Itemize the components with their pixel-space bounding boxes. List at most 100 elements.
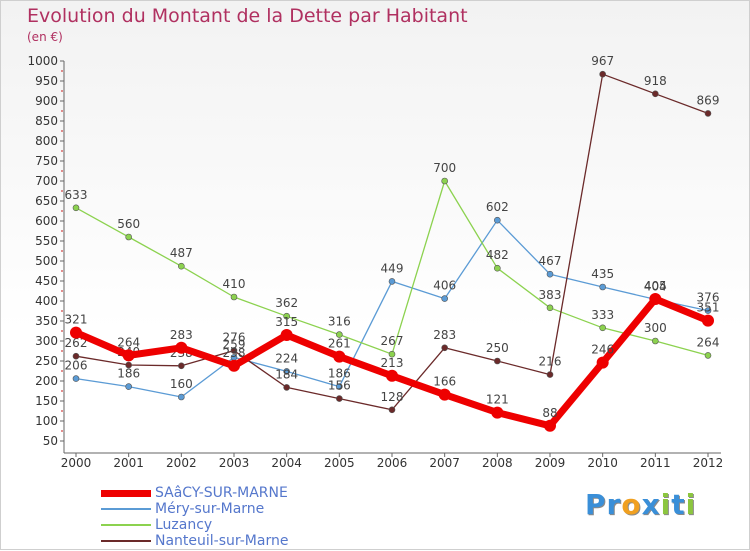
data-point	[441, 295, 448, 302]
y-tick-label: 750	[35, 154, 58, 168]
data-point	[702, 314, 714, 327]
data-label: 283	[170, 328, 193, 342]
y-minor-dot	[61, 310, 63, 312]
x-tick-label: 2010	[587, 456, 618, 470]
logo-letter: x	[641, 488, 661, 521]
data-label: 376	[697, 291, 720, 305]
data-label: 383	[539, 288, 562, 302]
data-point	[72, 352, 80, 360]
y-tick-label: 600	[35, 214, 58, 228]
chart-subtitle: (en €)	[27, 30, 63, 44]
logo-letter: t	[671, 488, 686, 521]
y-tick-label: 200	[35, 374, 58, 388]
data-label: 128	[381, 390, 404, 404]
data-point	[652, 90, 659, 98]
y-minor-dot	[61, 290, 63, 292]
data-point	[704, 352, 712, 359]
y-minor-dot	[61, 430, 63, 432]
y-tick-label: 400	[35, 294, 58, 308]
legend-swatch	[101, 489, 151, 497]
y-tick-label: 350	[35, 314, 58, 328]
data-point	[546, 304, 554, 312]
data-point	[230, 293, 238, 301]
y-minor-dot	[61, 350, 63, 352]
y-minor-dot	[61, 70, 63, 72]
data-point	[178, 362, 185, 370]
chart-title: Evolution du Montant de la Dette par Hab…	[27, 5, 468, 27]
y-tick-label: 700	[35, 174, 58, 188]
data-label: 321	[65, 313, 88, 327]
data-label: 186	[117, 367, 140, 381]
legend-swatch	[101, 524, 151, 526]
data-label: 405	[644, 279, 667, 293]
data-label: 315	[275, 315, 298, 329]
y-tick-label: 550	[35, 234, 58, 248]
y-minor-dot	[61, 230, 63, 232]
x-tick-label: 2011	[640, 456, 671, 470]
data-point	[704, 307, 712, 314]
data-label: 482	[486, 248, 509, 262]
logo-letter: P	[585, 488, 607, 521]
x-tick-label: 2003	[219, 456, 250, 470]
y-tick-label: 850	[35, 114, 58, 128]
y-tick-label: 100	[35, 414, 58, 428]
data-label: 633	[65, 188, 88, 202]
data-point	[283, 312, 290, 320]
y-minor-dot	[61, 150, 63, 152]
y-minor-dot	[61, 130, 63, 132]
data-label: 362	[275, 296, 298, 310]
data-label: 264	[117, 335, 140, 349]
y-minor-dot	[61, 170, 63, 172]
data-point	[649, 293, 662, 305]
x-tick-label: 2002	[166, 456, 197, 470]
data-label: 250	[486, 341, 509, 355]
data-label: 487	[170, 246, 193, 260]
data-label: 333	[591, 308, 614, 322]
data-label: 300	[644, 321, 667, 335]
data-label: 206	[65, 359, 88, 373]
data-point	[441, 177, 448, 185]
data-label: 264	[697, 335, 720, 349]
y-minor-dot	[61, 270, 63, 272]
y-tick-label: 800	[35, 134, 58, 148]
logo-letter: i	[685, 488, 697, 521]
y-minor-dot	[61, 370, 63, 372]
proxiti-logo: Proxiti	[585, 488, 696, 521]
data-point	[280, 329, 293, 341]
data-point	[336, 395, 343, 402]
data-point	[72, 375, 80, 382]
data-label: 261	[328, 337, 351, 351]
data-label: 700	[433, 161, 456, 175]
data-label: 435	[591, 267, 614, 281]
data-label: 216	[539, 355, 562, 369]
data-label: 246	[591, 343, 614, 357]
y-minor-dot	[61, 390, 63, 392]
data-label: 160	[170, 377, 193, 391]
y-tick-label: 150	[35, 394, 58, 408]
x-tick-label: 2006	[377, 456, 408, 470]
data-point	[386, 369, 398, 382]
data-point	[175, 341, 188, 354]
data-label: 918	[644, 74, 667, 88]
data-point	[491, 406, 504, 419]
data-label: 449	[381, 261, 404, 275]
data-point	[599, 70, 606, 78]
legend-label: Nanteuil-sur-Marne	[155, 533, 289, 549]
x-tick-label: 2012	[693, 456, 724, 470]
legend-swatch	[101, 540, 151, 542]
x-tick-label: 2007	[429, 456, 460, 470]
y-minor-dot	[61, 210, 63, 212]
data-point	[599, 283, 606, 291]
y-tick-label: 500	[35, 254, 58, 268]
logo-letter: r	[606, 488, 622, 521]
data-point	[336, 331, 343, 338]
data-point	[441, 344, 448, 352]
data-point	[70, 326, 82, 339]
data-point	[178, 393, 185, 401]
logo-letter: i	[660, 488, 672, 521]
data-label: 410	[223, 277, 246, 291]
y-tick-label: 900	[35, 94, 58, 108]
data-point	[125, 361, 132, 369]
